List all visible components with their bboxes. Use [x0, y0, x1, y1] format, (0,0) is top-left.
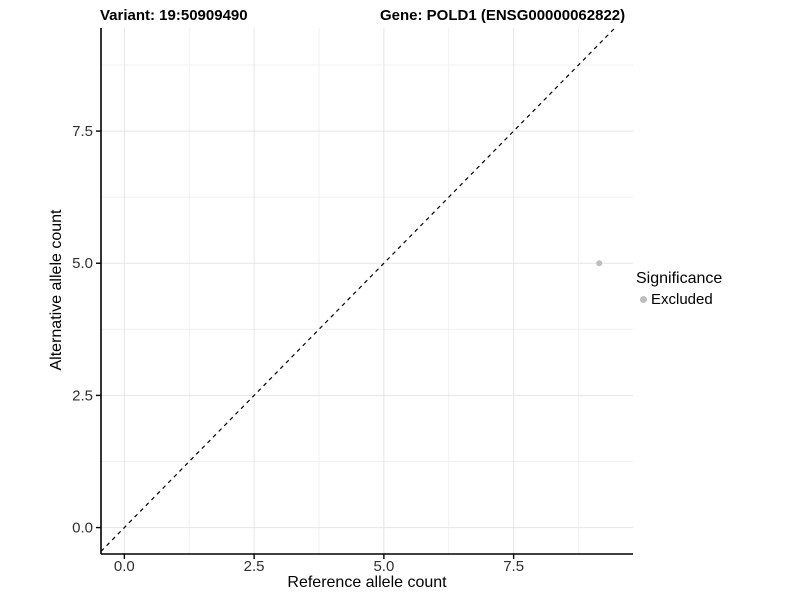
x-tick-label: 0.0: [114, 558, 135, 575]
y-tick-label: 7.5: [72, 123, 93, 140]
identity-line: [100, 27, 616, 552]
y-axis-label: Alternative allele count: [48, 209, 65, 371]
legend-title: Significance: [636, 270, 723, 287]
plot-title-variant: Variant: 19:50909490: [100, 7, 248, 24]
x-tick-label: 7.5: [503, 558, 524, 575]
legend: Significance Excluded: [636, 270, 722, 308]
x-axis-label: Reference allele count: [287, 574, 447, 591]
data-point: [596, 260, 603, 267]
legend-entry-excluded: Excluded: [636, 291, 722, 308]
x-tick-label: 2.5: [244, 558, 265, 575]
excluded-point-icon: [640, 296, 647, 303]
y-tick-label: 5.0: [72, 255, 93, 272]
plot-title-gene: Gene: POLD1 (ENSG00000062822): [380, 7, 626, 24]
y-tick-label: 2.5: [72, 387, 93, 404]
y-tick-label: 0.0: [72, 520, 93, 537]
x-tick-label: 5.0: [373, 558, 394, 575]
legend-entry-label: Excluded: [651, 291, 713, 308]
